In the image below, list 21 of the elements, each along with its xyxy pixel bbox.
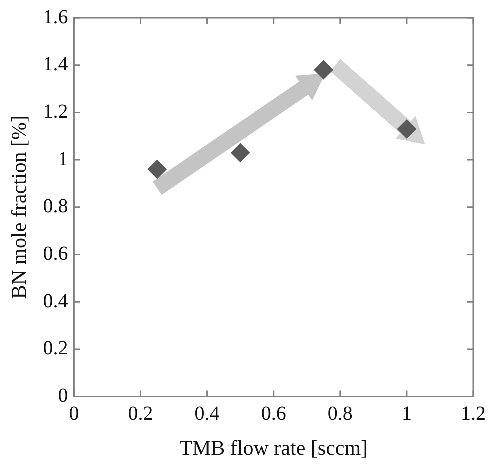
x-axis-title: TMB flow rate [sccm] bbox=[180, 436, 368, 460]
y-tick-label: 1 bbox=[58, 148, 68, 170]
point bbox=[397, 120, 416, 139]
x-tick-label: 0.4 bbox=[194, 403, 220, 426]
y-tick-label: 1.2 bbox=[43, 100, 68, 123]
y-axis-title: BN mole fraction [%] bbox=[7, 116, 32, 300]
y-tick-label: 0.2 bbox=[43, 338, 68, 360]
x-tick-label: 1 bbox=[402, 403, 412, 426]
x-tick-label: 0.8 bbox=[328, 403, 353, 426]
x-tick-label: 1.2 bbox=[461, 403, 486, 426]
y-tick-label: 0.8 bbox=[43, 196, 68, 218]
y-tick-label: 1.6 bbox=[43, 6, 68, 28]
point bbox=[148, 160, 167, 180]
y-tick-label: 0.4 bbox=[43, 290, 68, 312]
y-tick-label: 0.6 bbox=[43, 243, 68, 265]
point bbox=[231, 143, 250, 162]
point bbox=[314, 60, 334, 80]
x-tick-label: 0.2 bbox=[128, 403, 154, 426]
y-tick-label: 1.4 bbox=[43, 54, 68, 76]
y-tick-label: 0 bbox=[58, 385, 68, 408]
x-tick-label: 0.6 bbox=[261, 403, 286, 426]
